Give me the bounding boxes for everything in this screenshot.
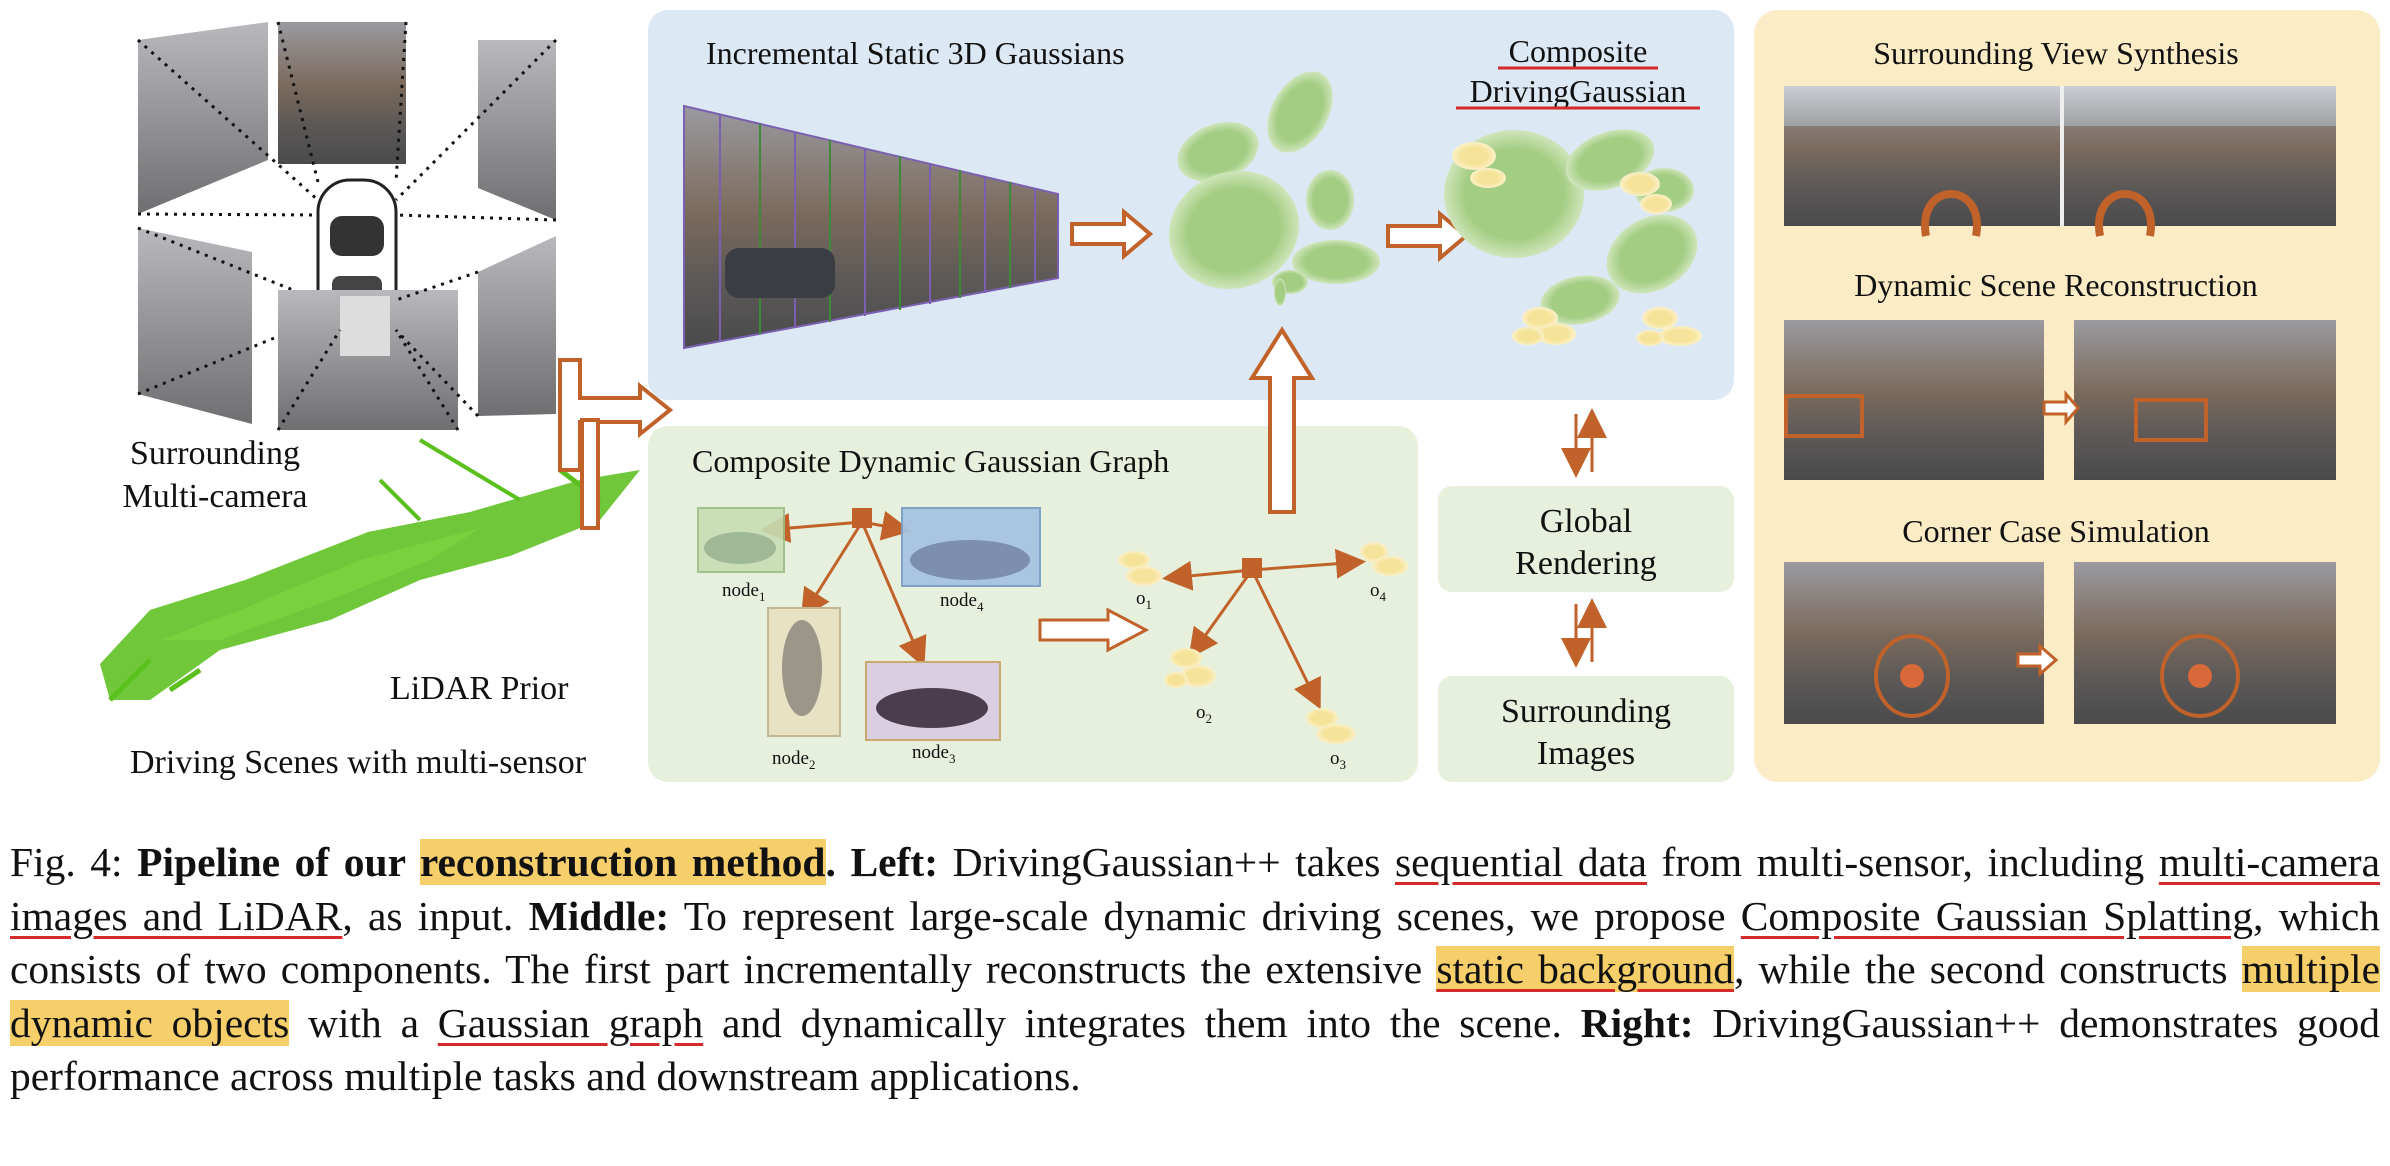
- camera-image-front: [276, 21, 408, 183]
- task-corner-case-simulation: Corner Case Simulation: [1902, 513, 2210, 549]
- dynamic-to-static-arrow: [1248, 326, 1316, 514]
- graph-root-node-left: [852, 508, 872, 528]
- figure-caption: Fig. 4: Pipeline of our reconstruction m…: [10, 839, 2381, 1099]
- dynamic-title: Composite Dynamic Gaussian Graph: [692, 443, 1169, 479]
- caption-title: Pipeline of our reconstruction method.: [137, 839, 836, 885]
- node-2-label: node2: [772, 748, 815, 772]
- render-arrows: [1561, 408, 1607, 668]
- surrounding-images-box: [1438, 676, 1734, 782]
- caption-underline-inputs: multi-camera images and LiDAR: [10, 839, 2381, 939]
- surrounding-images-line2: Images: [1537, 735, 1635, 772]
- graph-root-node-right: [1242, 558, 1262, 578]
- camera-image-front-right: [394, 38, 558, 222]
- object-gaussians: [1118, 542, 1408, 744]
- view-synthesis-image: [1784, 86, 2336, 237]
- caption-middle-label: Middle:: [528, 892, 670, 939]
- composite-gaussians: [1444, 129, 1702, 346]
- object-2-label: o2: [1196, 702, 1212, 726]
- object-4-label: o4: [1370, 580, 1387, 604]
- node-box-4: [901, 507, 1041, 587]
- caption-title-highlight: reconstruction method: [419, 839, 826, 885]
- global-rendering-line2: Rendering: [1515, 545, 1657, 582]
- node-1-label: node1: [722, 580, 765, 604]
- node-4-label: node4: [940, 590, 984, 614]
- caption-highlight-static: static background: [1436, 946, 1734, 992]
- node-box-3: [865, 661, 1001, 741]
- node-labels: node1 node2 node3 node4: [722, 580, 984, 772]
- node-3-label: node3: [912, 742, 955, 766]
- camera-ring: [137, 21, 558, 431]
- node-box-1: [697, 507, 785, 573]
- composite-label-line2: DrivingGaussian: [1470, 73, 1687, 109]
- camera-image-back: [276, 290, 460, 431]
- static-arrow-1: [1070, 207, 1154, 261]
- camera-image-front-left: [137, 22, 319, 217]
- object-1-label: o1: [1136, 588, 1152, 612]
- camera-image-back-right: [394, 236, 556, 418]
- global-rendering-line1: Global: [1540, 503, 1633, 540]
- lidar-label: LiDAR Prior: [390, 670, 569, 707]
- input-arrows: [558, 358, 674, 530]
- pipeline-figure: Surrounding Multi-camera LiDAR Prior Dri…: [100, 10, 2380, 782]
- surrounding-images-line1: Surrounding: [1501, 693, 1671, 730]
- composite-label-line1: Composite: [1509, 33, 1648, 69]
- global-rendering-box: [1438, 486, 1734, 592]
- caption-underline-composite: Composite Gaussian Splatting: [1740, 892, 2253, 939]
- dynamic-arrow: [1038, 607, 1150, 653]
- static-gaussians: [1168, 71, 1380, 306]
- object-labels: o1 o2 o3 o4: [1136, 580, 1387, 772]
- corner-case-images: [1784, 562, 2336, 724]
- pipeline-diagram: Surrounding Multi-camera LiDAR Prior Dri…: [100, 10, 2380, 782]
- caption-underline-graph: Gaussian graph: [437, 999, 704, 1046]
- static-arrow-2: [1386, 209, 1470, 263]
- camera-label-line1: Surrounding: [130, 435, 300, 472]
- caption-fig-label: Fig. 4:: [10, 839, 123, 885]
- dynamic-panel: [648, 426, 1418, 782]
- caption-left-label: Left:: [850, 839, 939, 885]
- graph-edges-right: [1162, 548, 1366, 710]
- task-surrounding-view-synthesis: Surrounding View Synthesis: [1873, 35, 2239, 71]
- dynamic-reconstruction-images: [1784, 320, 2336, 480]
- static-frustum: [683, 104, 1059, 350]
- camera-label-line2: Multi-camera: [122, 478, 307, 515]
- caption-right-label: Right:: [1580, 999, 1694, 1046]
- static-title: Incremental Static 3D Gaussians: [706, 35, 1125, 71]
- scene-label: Driving Scenes with multi-sensor: [130, 744, 587, 781]
- task-dynamic-scene-reconstruction: Dynamic Scene Reconstruction: [1854, 267, 2257, 303]
- node-box-2: [767, 607, 841, 737]
- caption-underline-sequential: sequential data: [1395, 839, 1647, 885]
- object-3-label: o3: [1330, 748, 1346, 772]
